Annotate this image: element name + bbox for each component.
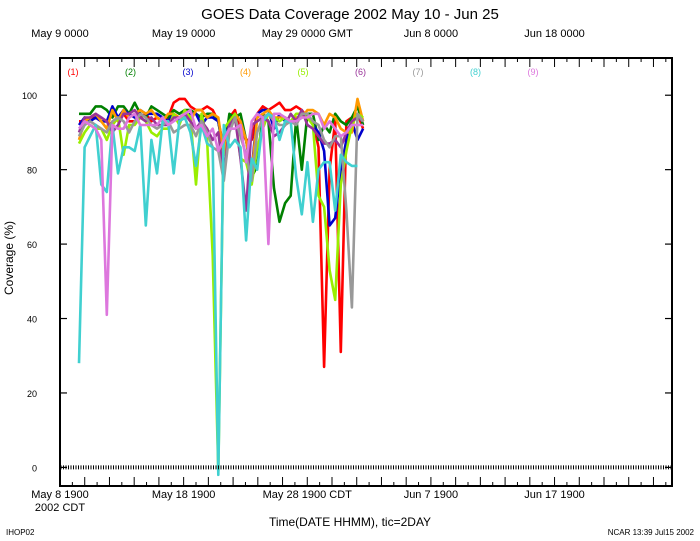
x-top-tick-label: May 19 0000 [152, 28, 216, 40]
legend-label-5: (5) [298, 67, 309, 77]
series-group [77, 97, 365, 477]
legend-label-7: (7) [413, 67, 424, 77]
x-top-tick-label: Jun 8 0000 [404, 28, 458, 40]
legend-label-6: (6) [355, 67, 366, 77]
y-tick-label: 80 [27, 166, 37, 176]
legend-label-8: (8) [470, 67, 481, 77]
y-tick-label: 40 [27, 315, 37, 325]
legend-label-3: (3) [183, 67, 194, 77]
legend-label-4: (4) [240, 67, 251, 77]
plot-frame [59, 57, 673, 487]
x-bottom-tick-label: Jun 7 1900 [404, 489, 458, 501]
x-axis-label: Time(DATE HHMM), tic=2DAY [268, 515, 432, 529]
legend-label-1: (1) [68, 67, 79, 77]
x-top-tick-label: May 29 0000 GMT [262, 28, 353, 40]
series-line-9 [77, 108, 364, 317]
tick-label-group: 0 20 40 60 80 100 May 9 0000 May 19 0000 May 29 … [22, 28, 585, 514]
x-bottom-tick-label: May 8 1900 [31, 489, 88, 501]
legend-label-9: (9) [528, 67, 539, 77]
footer-right-label: NCAR 13:39 Jul15 2002 [607, 528, 694, 537]
legend-group: (1) (2) (3) (4) (5) (6) (7) (8) (9) [68, 67, 539, 77]
x-top-tick-label: May 9 0000 [31, 28, 88, 40]
x-bottom-tick-label: May 28 1900 CDT [263, 489, 353, 501]
chart-title: GOES Data Coverage 2002 May 10 - Jun 25 [201, 6, 499, 23]
footer-left-label: IHOP02 [6, 528, 35, 537]
y-tick-label: 100 [22, 91, 37, 101]
y-tick-label: 0 [32, 463, 37, 473]
series-line-7 [77, 112, 365, 309]
series-line-8 [77, 112, 358, 477]
legend-label-2: (2) [125, 67, 136, 77]
x-bottom-tick-label: May 18 1900 [152, 489, 216, 501]
axes-group [59, 57, 673, 487]
x-bottom-tick-label: Jun 17 1900 [524, 489, 585, 501]
y-tick-label: 60 [27, 240, 37, 250]
y-axis-label: Coverage (%) [2, 220, 16, 296]
x-top-tick-label: Jun 18 0000 [524, 28, 585, 40]
y-tick-label: 20 [27, 389, 37, 399]
x-bottom-tick-sublabel: 2002 CDT [35, 502, 85, 514]
series-line-6 [77, 108, 364, 212]
